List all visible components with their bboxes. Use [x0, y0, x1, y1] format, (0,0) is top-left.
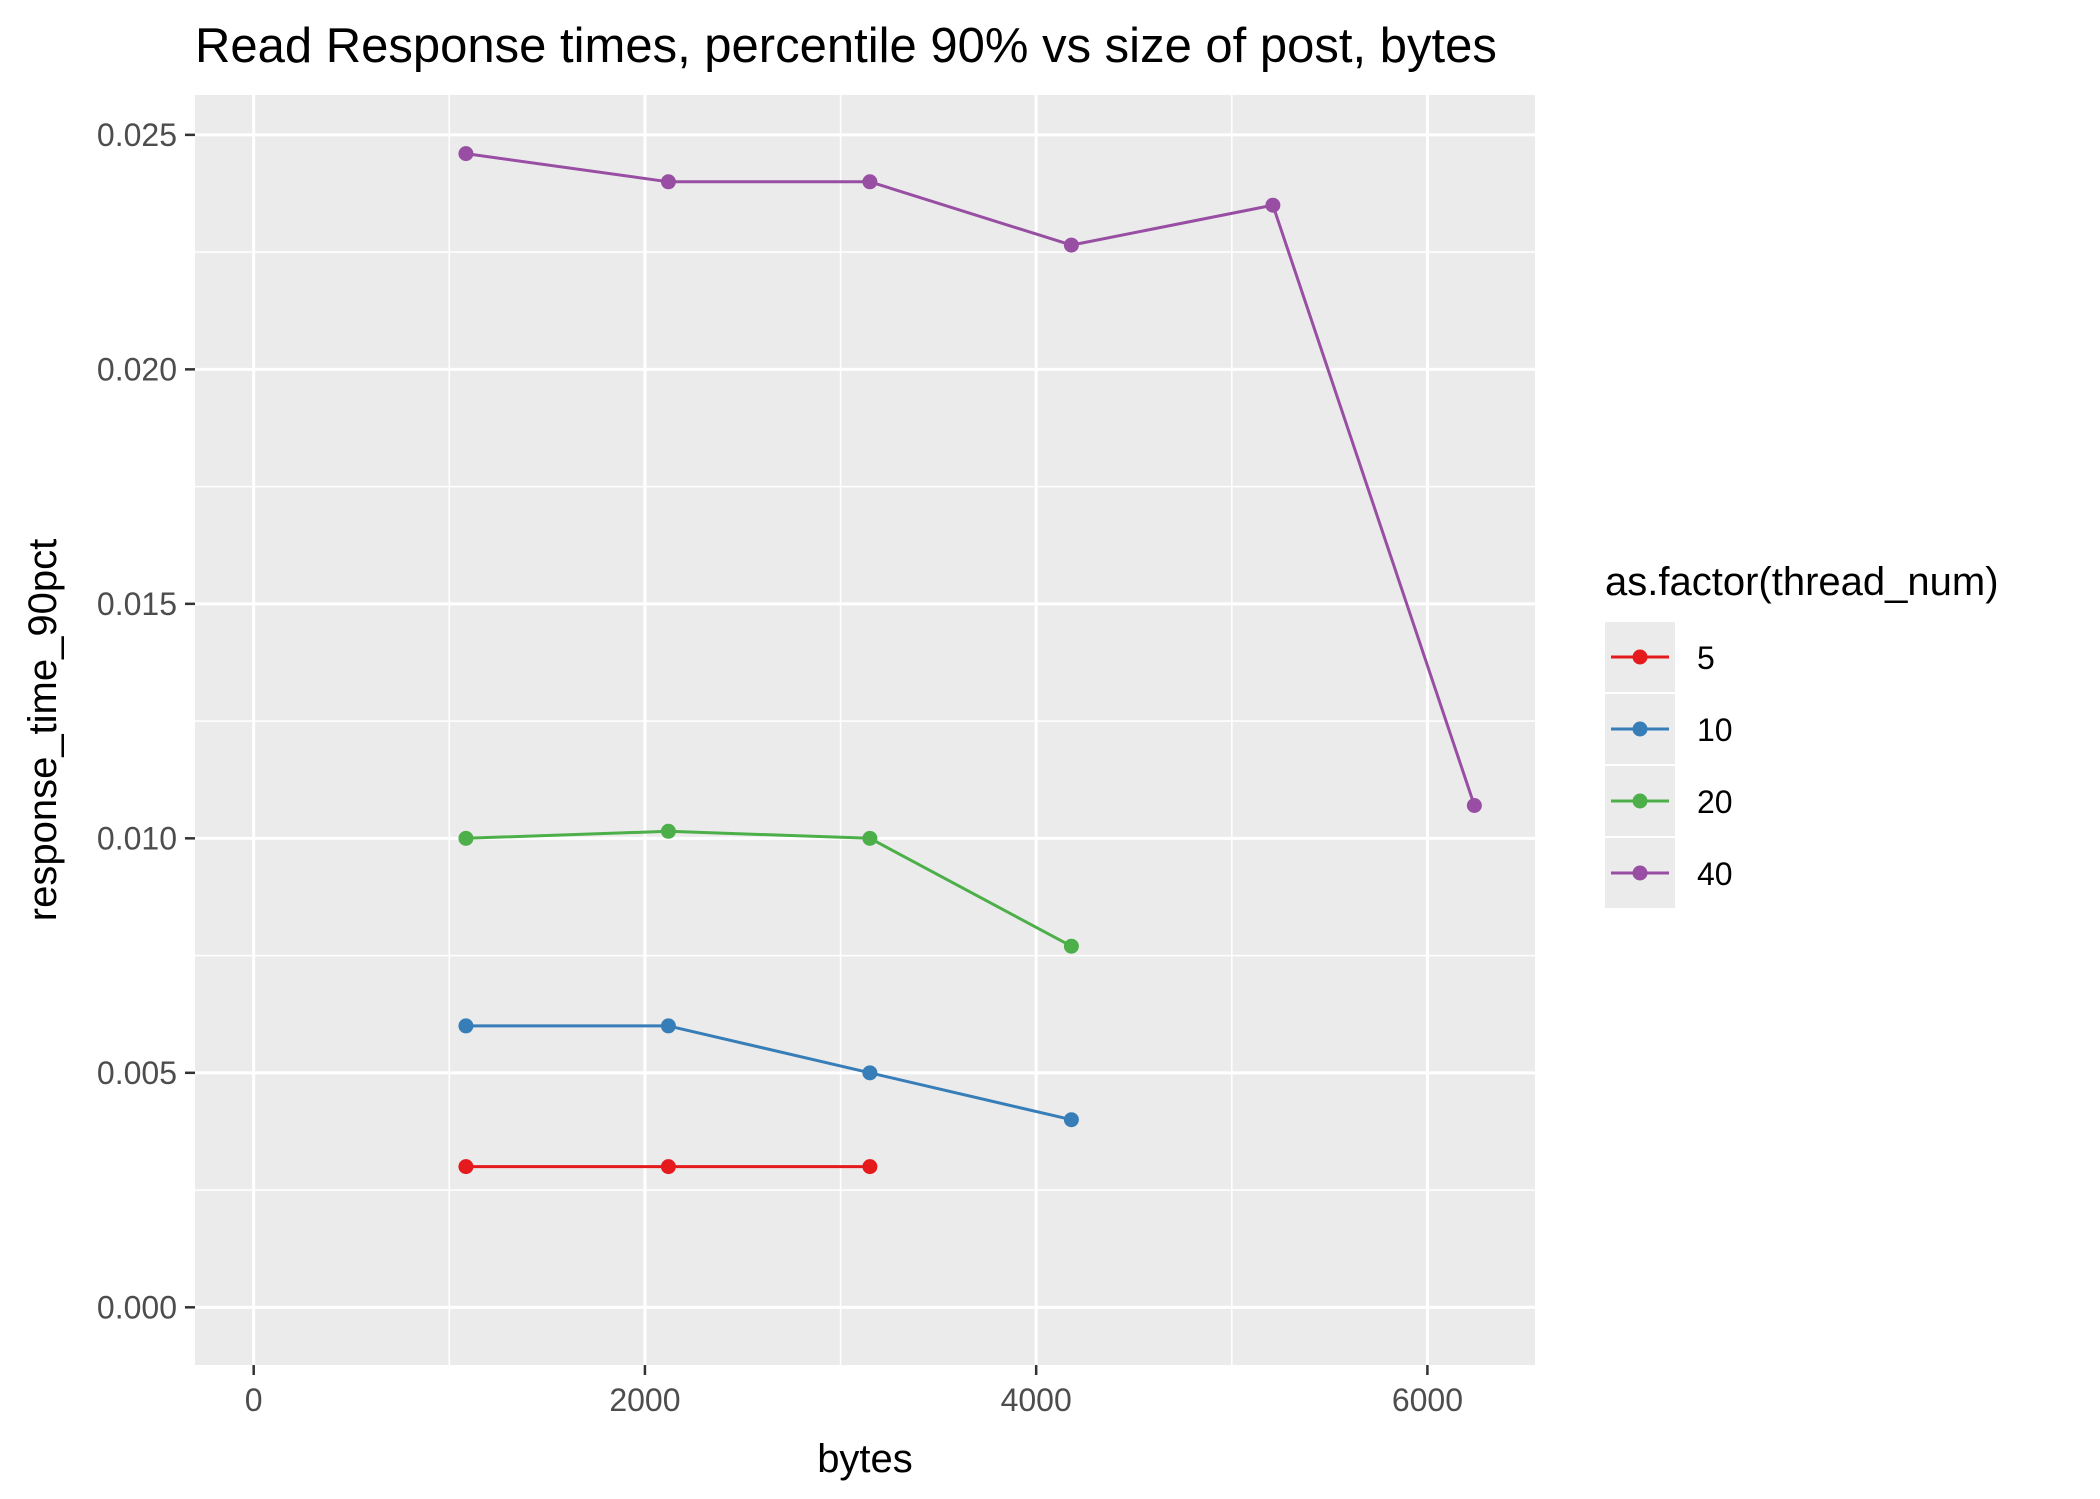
- legend-item-5: 5: [1605, 622, 1715, 692]
- data-point: [458, 146, 474, 162]
- x-tick-label: 4000: [1001, 1382, 1072, 1418]
- data-point: [1265, 197, 1281, 213]
- data-point: [660, 1018, 676, 1034]
- series-layer: [458, 146, 1482, 1175]
- series-20: [458, 823, 1079, 954]
- series-5: [458, 1159, 878, 1175]
- data-point: [862, 1159, 878, 1175]
- y-tick-label: 0.015: [97, 586, 177, 622]
- y-tick-label: 0.020: [97, 351, 177, 387]
- legend-key-point: [1632, 721, 1648, 737]
- legend-label: 40: [1697, 856, 1733, 892]
- legend-label: 10: [1697, 712, 1733, 748]
- legend-item-40: 40: [1605, 838, 1733, 908]
- x-tick-label: 6000: [1392, 1382, 1463, 1418]
- minor-gridlines: [195, 95, 1535, 1365]
- legend-key-point: [1632, 793, 1648, 809]
- x-axis-title: bytes: [817, 1437, 913, 1481]
- x-axis: 0 2000 4000 6000: [245, 1365, 1463, 1418]
- legend-label: 5: [1697, 640, 1715, 676]
- legend-key-point: [1632, 865, 1648, 881]
- y-axis: 0.000 0.005 0.010 0.015 0.020 0.025: [97, 117, 195, 1325]
- series-40: [458, 146, 1482, 814]
- data-point: [862, 174, 878, 190]
- data-point: [660, 1159, 676, 1175]
- y-tick-label: 0.005: [97, 1055, 177, 1091]
- series-line: [465, 829, 1073, 948]
- data-point: [862, 1065, 878, 1081]
- plot-panel: [195, 95, 1535, 1365]
- y-axis-title: response_time_90pct: [21, 539, 65, 921]
- x-tick-label: 2000: [609, 1382, 680, 1418]
- data-point: [1466, 798, 1482, 814]
- series-10: [458, 1018, 1079, 1128]
- series-line: [465, 152, 1476, 806]
- series-line: [465, 1024, 1072, 1122]
- data-point: [1063, 237, 1079, 253]
- y-tick-label: 0.000: [97, 1289, 177, 1325]
- chart-title: Read Response times, percentile 90% vs s…: [195, 19, 1497, 73]
- data-point: [458, 830, 474, 846]
- legend-item-10: 10: [1605, 694, 1733, 764]
- legend-key-point: [1632, 649, 1648, 665]
- x-tick-label: 0: [245, 1382, 263, 1418]
- data-point: [1063, 1112, 1079, 1128]
- y-tick-label: 0.010: [97, 820, 177, 856]
- data-point: [458, 1018, 474, 1034]
- data-point: [660, 174, 676, 190]
- legend-items: 5 10 20 40: [1605, 622, 1733, 908]
- data-point: [862, 830, 878, 846]
- legend: as.factor(thread_num) 5 10 20 40: [1605, 560, 1999, 908]
- legend-item-20: 20: [1605, 766, 1733, 836]
- legend-title: as.factor(thread_num): [1605, 560, 1999, 604]
- legend-label: 20: [1697, 784, 1733, 820]
- data-point: [1063, 938, 1079, 954]
- data-point: [458, 1159, 474, 1175]
- y-tick-label: 0.025: [97, 117, 177, 153]
- data-point: [660, 823, 676, 839]
